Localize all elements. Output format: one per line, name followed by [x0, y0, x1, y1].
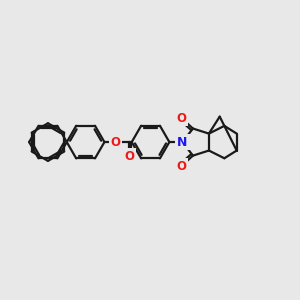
Text: O: O: [111, 136, 121, 148]
Text: O: O: [177, 160, 187, 172]
Text: O: O: [124, 150, 134, 163]
Text: O: O: [177, 112, 187, 124]
Text: N: N: [177, 136, 188, 148]
